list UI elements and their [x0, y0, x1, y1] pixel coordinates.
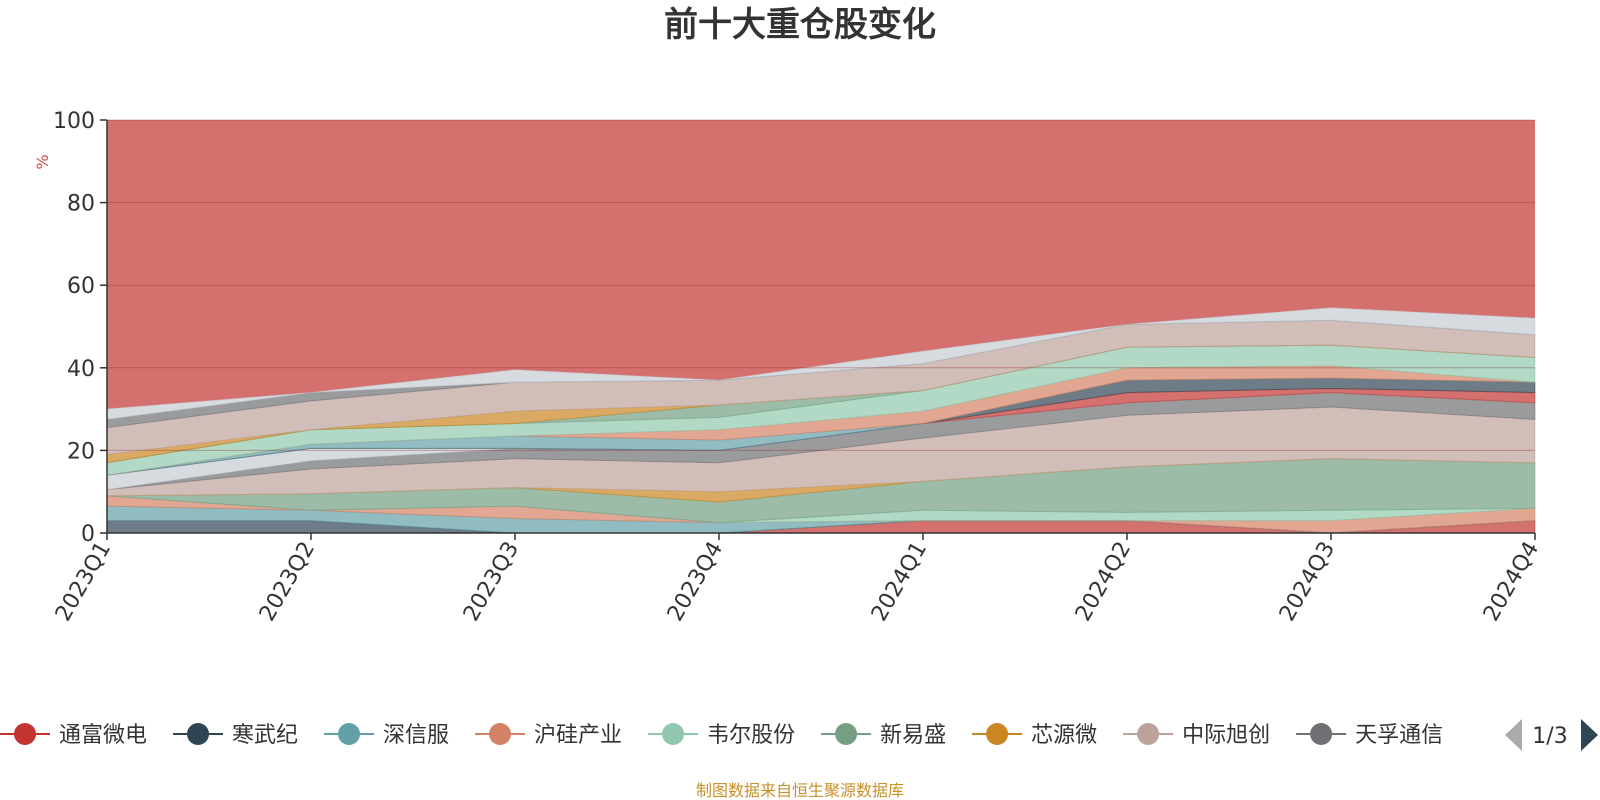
- legend-label: 韦尔股份: [707, 723, 795, 748]
- x-tick-label: 2023Q4: [663, 538, 728, 626]
- legend-item[interactable]: 通富微电: [0, 723, 147, 748]
- legend-item[interactable]: 天孚通信: [1296, 723, 1443, 748]
- y-unit-label: %: [33, 154, 52, 169]
- legend-dot-marker: [835, 723, 858, 745]
- legend-label: 通富微电: [59, 723, 147, 748]
- y-tick-label: 60: [67, 274, 95, 299]
- legend-dot-marker: [986, 723, 1009, 745]
- legend-prev-icon[interactable]: [1505, 719, 1522, 751]
- legend-label: 沪硅产业: [534, 723, 622, 748]
- legend-dot-marker: [338, 723, 361, 745]
- legend-item[interactable]: 新易盛: [821, 723, 946, 748]
- y-tick-label: 80: [67, 192, 95, 217]
- x-tick-label: 2023Q3: [459, 538, 524, 626]
- legend-next-icon[interactable]: [1581, 719, 1598, 751]
- legend-dot-marker: [1310, 723, 1333, 745]
- legend-dot-marker: [489, 723, 512, 745]
- legend: 通富微电 寒武纪 深信服 沪硅产业 韦尔股份 新易盛 芯源微 中际旭创 天孚通信: [0, 723, 1443, 748]
- x-tick-label: 2024Q2: [1071, 538, 1136, 626]
- legend-label: 深信服: [383, 723, 449, 748]
- x-tick-label: 2024Q1: [867, 538, 932, 626]
- chart-title: 前十大重仓股变化: [664, 5, 936, 45]
- legend-item[interactable]: 深信服: [324, 723, 449, 748]
- legend-dot-marker: [1137, 723, 1160, 745]
- plot-area: [106, 120, 1536, 534]
- x-tick-label: 2023Q2: [255, 538, 320, 626]
- legend-item[interactable]: 韦尔股份: [648, 723, 795, 748]
- legend-label: 天孚通信: [1355, 723, 1443, 748]
- y-tick-label: 100: [53, 109, 95, 134]
- legend-dot-marker: [662, 723, 685, 745]
- legend-page-indicator: 1/3: [1532, 724, 1567, 749]
- x-tick-label: 2023Q1: [51, 538, 116, 626]
- legend-label: 寒武纪: [232, 723, 298, 748]
- legend-pager: 1/3: [1505, 719, 1598, 751]
- legend-dot-marker: [14, 723, 36, 745]
- y-tick-label: 40: [67, 357, 95, 382]
- y-tick-label: 20: [67, 439, 95, 464]
- y-tick-label: 0: [81, 522, 95, 547]
- legend-dot-marker: [187, 723, 210, 745]
- legend-label: 中际旭创: [1182, 723, 1270, 748]
- legend-item[interactable]: 寒武纪: [173, 723, 298, 748]
- legend-item[interactable]: 芯源微: [972, 723, 1097, 748]
- source-note: 制图数据来自恒生聚源数据库: [696, 781, 904, 800]
- legend-item[interactable]: 中际旭创: [1123, 723, 1270, 748]
- legend-label: 芯源微: [1031, 723, 1097, 748]
- x-tick-label: 2024Q4: [1479, 538, 1544, 626]
- area-series-19: [106, 307, 1536, 420]
- legend-item[interactable]: 沪硅产业: [475, 723, 622, 748]
- legend-label: 新易盛: [880, 723, 946, 748]
- x-tick-label: 2024Q3: [1275, 538, 1340, 626]
